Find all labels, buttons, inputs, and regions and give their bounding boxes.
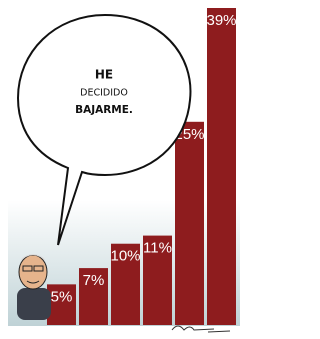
bar — [207, 8, 236, 325]
value-label: 11% — [143, 240, 172, 257]
bar — [175, 122, 204, 325]
cartoon: 5%7%10%11%25%39% HE DECIDIDO BAJARME. — [0, 0, 245, 339]
value-label: 39% — [206, 12, 236, 29]
value-label: 5% — [51, 288, 73, 305]
value-label: 10% — [110, 248, 140, 265]
value-label: 7% — [83, 272, 105, 289]
speech-text: DECIDIDO — [80, 88, 128, 99]
speech-text: BAJARME. — [75, 104, 133, 116]
speech-text: HE — [95, 68, 113, 82]
